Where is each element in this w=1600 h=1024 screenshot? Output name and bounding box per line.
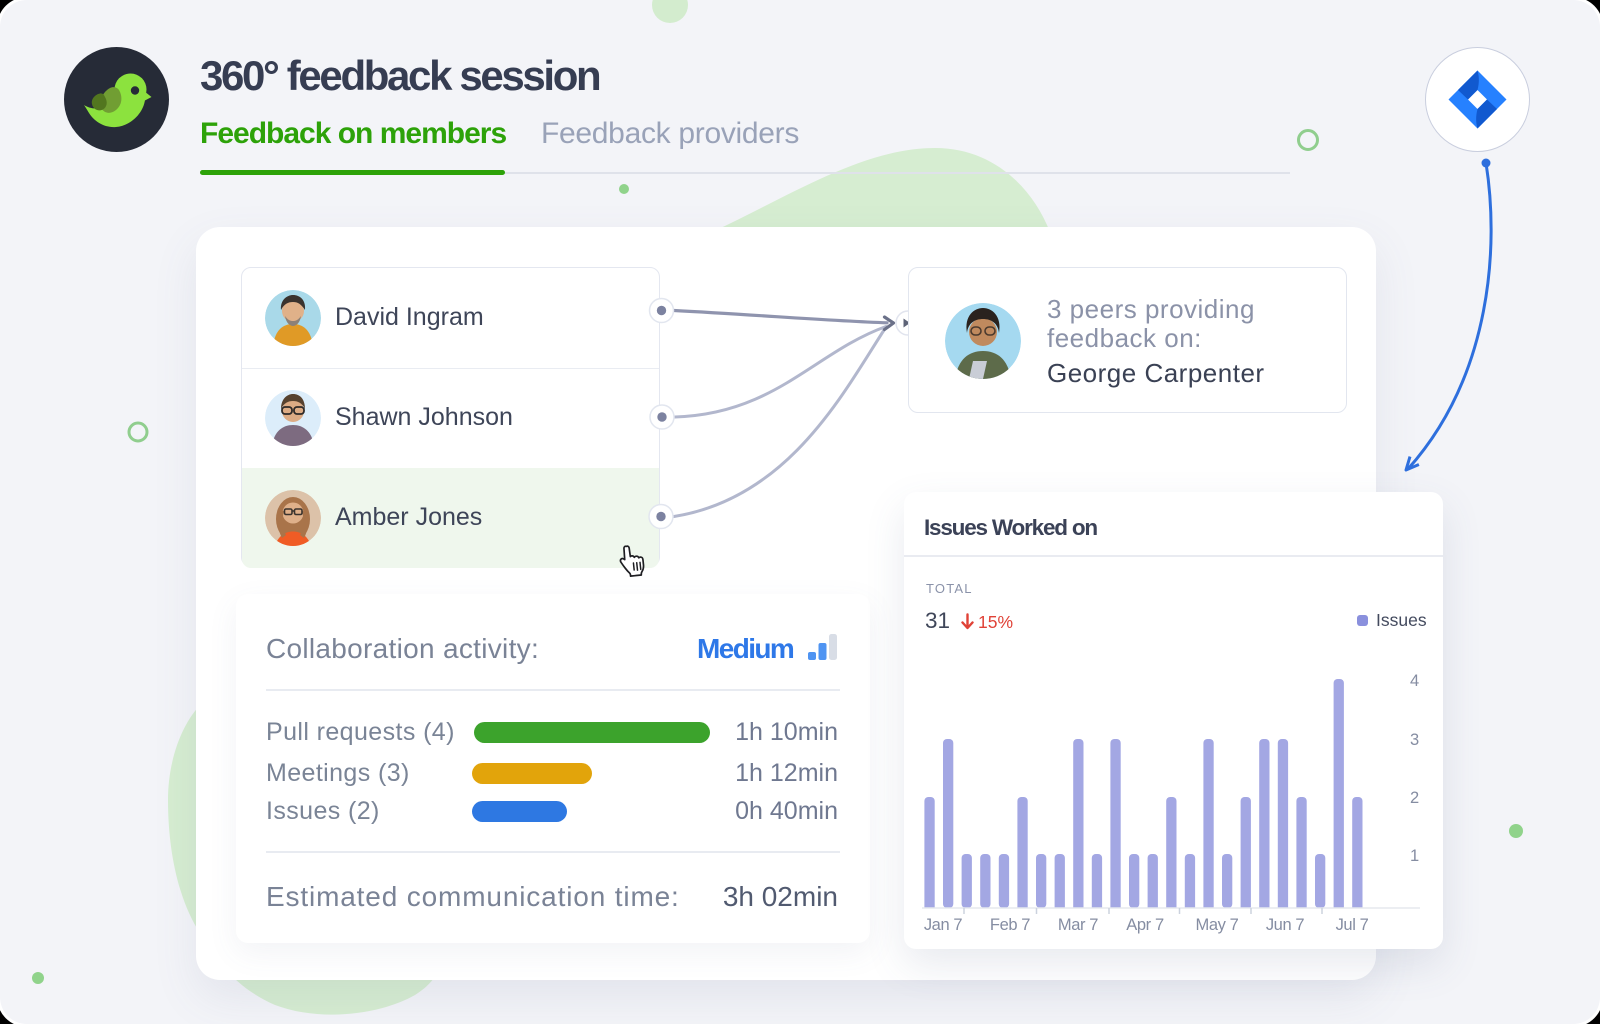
svg-text:Jun 7: Jun 7 [1266,916,1305,934]
svg-text:3: 3 [1410,731,1419,749]
svg-text:Apr 7: Apr 7 [1126,916,1164,934]
svg-text:4: 4 [1410,672,1419,690]
svg-text:2: 2 [1410,789,1419,807]
svg-text:Jan 7: Jan 7 [924,916,963,934]
svg-text:Mar 7: Mar 7 [1058,916,1098,934]
svg-text:Jul 7: Jul 7 [1336,916,1369,934]
svg-text:1: 1 [1410,847,1419,865]
svg-text:Feb 7: Feb 7 [990,916,1030,934]
svg-text:May 7: May 7 [1196,916,1239,934]
